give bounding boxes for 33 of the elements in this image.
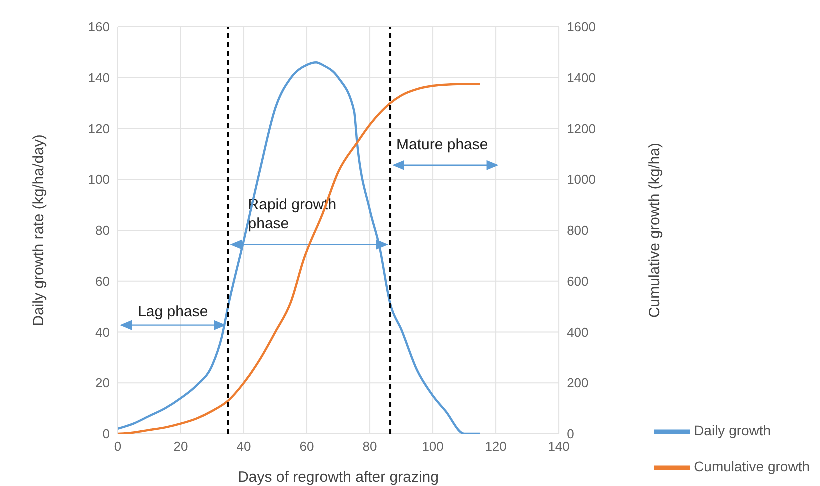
- x-tick-label: 20: [174, 439, 188, 454]
- y2-tick-label: 1400: [567, 70, 596, 86]
- x-tick-label: 0: [114, 439, 122, 454]
- y-tick-label: 20: [96, 376, 110, 391]
- y-tick-label: 0: [102, 426, 110, 442]
- y2-tick-label: 200: [567, 376, 589, 391]
- y2-tick-label: 1000: [567, 172, 596, 188]
- x-tick-label: 140: [548, 439, 570, 454]
- y-tick-label: 140: [88, 70, 110, 86]
- y2-tick-label: 1600: [567, 20, 596, 35]
- y2-tick-label: 600: [567, 274, 589, 289]
- y-tick-label: 160: [88, 20, 110, 35]
- legend-label: Daily growth: [694, 422, 772, 439]
- x-tick-label: 120: [485, 439, 507, 454]
- x-tick-label: 60: [300, 439, 314, 454]
- legend-label: Cumulative growth: [694, 458, 810, 475]
- y2-tick-label: 400: [567, 324, 589, 340]
- y-tick-label: 120: [88, 121, 110, 136]
- x-axis-title: Days of regrowth after grazing: [238, 469, 439, 486]
- annotation: Lag phase: [138, 303, 208, 320]
- y2-tick-label: 0: [567, 426, 574, 442]
- y-tick-label: 100: [88, 172, 110, 188]
- y-tick-label: 40: [96, 324, 110, 340]
- y-tick-label: 80: [96, 223, 110, 238]
- x-tick-label: 80: [362, 439, 378, 454]
- y2-axis-title: Cumulative growth (kg/ha): [646, 142, 664, 318]
- y-axis-title: Daily growth rate (kg/ha/day): [30, 134, 48, 326]
- x-tick-label: 100: [422, 439, 444, 454]
- y2-tick-label: 800: [567, 223, 589, 238]
- y-tick-label: 60: [96, 274, 110, 289]
- y2-tick-label: 1200: [567, 121, 596, 136]
- x-tick-label: 40: [236, 439, 252, 454]
- annotation: Mature phase: [396, 136, 488, 154]
